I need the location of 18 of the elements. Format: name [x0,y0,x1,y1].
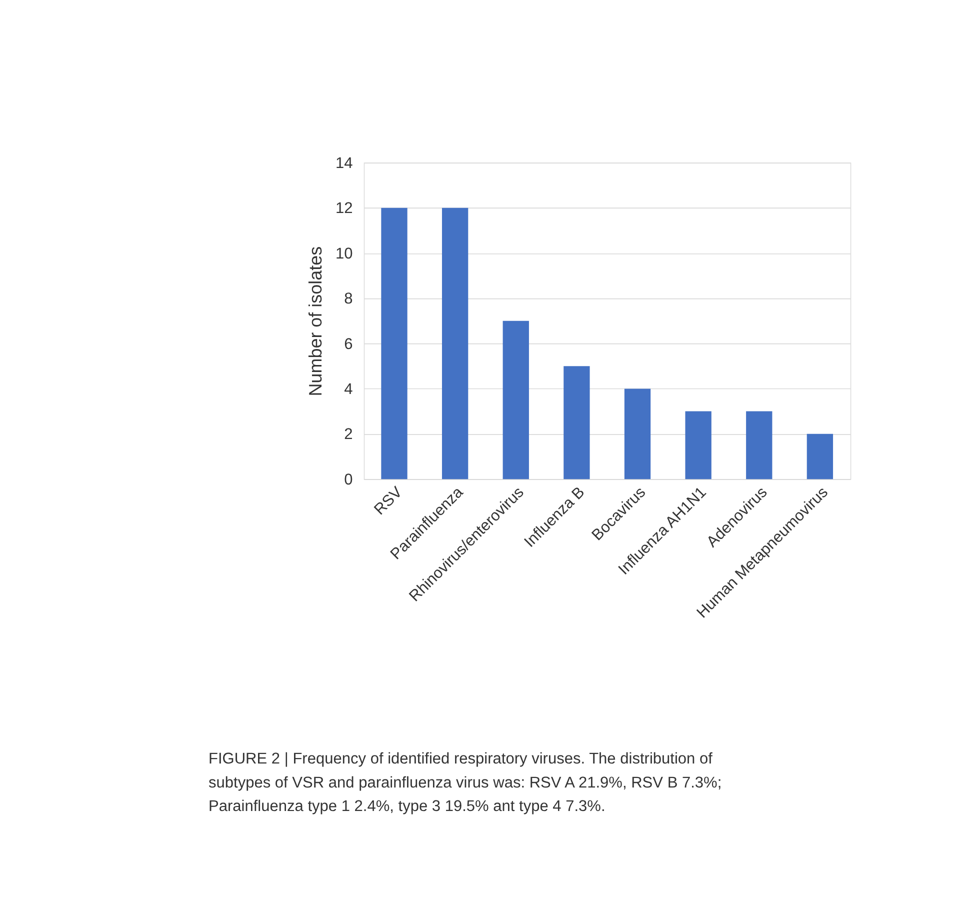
y-tick-label: 4 [344,381,354,398]
y-tick-label: 14 [336,155,354,172]
y-tick-label: 12 [336,200,353,218]
y-tick-label: 10 [336,245,354,262]
bar [746,411,772,480]
bar [564,366,590,480]
bar [442,208,468,480]
y-tick-label: 2 [344,426,353,444]
y-tick-label: 0 [344,471,354,488]
bar [381,208,408,480]
y-tick-label: 8 [344,290,353,308]
y-axis-title: Number of isolates [306,246,326,396]
y-tick-label: 6 [344,336,353,353]
bar [624,388,651,480]
bar [685,411,712,480]
caption: FIGURE 2 | Frequency of identified respiratory viruses. The distribution of subtypes of VSR and parainfluenza virus was: RSV A 21.9%, RSV B 7.3%; Parainfluenza type 1 2.4%, type 3 19.5% ant type 4 7.3%. [208,750,722,816]
bar [502,320,529,480]
bar [806,434,834,480]
